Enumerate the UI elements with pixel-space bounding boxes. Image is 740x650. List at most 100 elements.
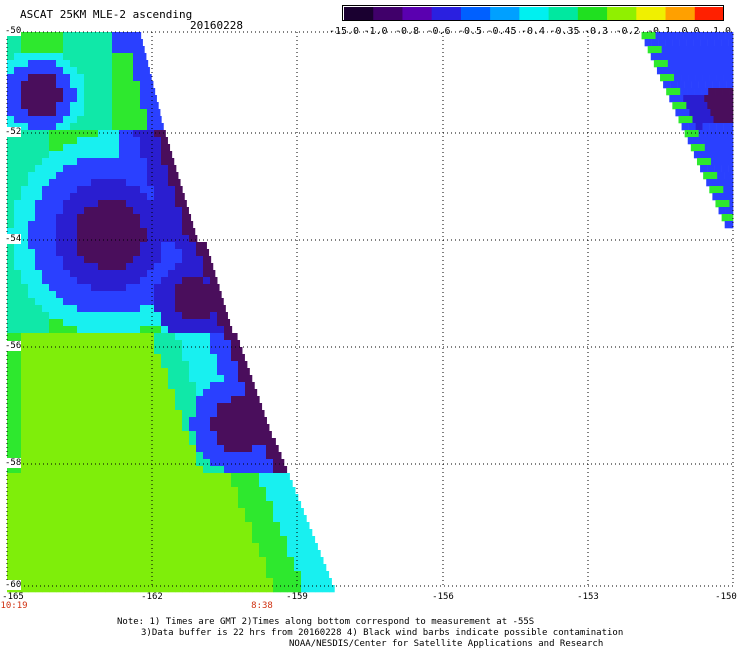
swath-cell [77, 151, 85, 159]
swath-cell [91, 396, 99, 404]
swath-cell [28, 466, 36, 474]
swath-cell [147, 382, 155, 390]
swath-cell [294, 550, 302, 558]
swath-cell [126, 501, 134, 509]
swath-cell [126, 242, 134, 250]
swath-cell [182, 585, 190, 593]
swath-cell [724, 46, 732, 54]
swath-cell [49, 137, 57, 145]
swath-cell [203, 382, 211, 390]
swath-cell [42, 382, 50, 390]
swath-cell [112, 312, 120, 320]
swath-cell [98, 431, 106, 439]
swath-cell [98, 151, 106, 159]
swath-cell [182, 424, 190, 432]
swath-cell [203, 452, 211, 460]
swath-cell [105, 39, 113, 47]
swath-cell [203, 557, 211, 565]
swath-cell [189, 557, 197, 565]
swath-cell [35, 361, 43, 369]
swath-cell [716, 186, 724, 194]
swath-cell [14, 382, 22, 390]
swath-cell [252, 536, 260, 544]
swath-cell [35, 207, 43, 215]
swath-cell [7, 165, 15, 173]
swath-cell [703, 172, 711, 180]
swath-cell [56, 466, 64, 474]
swath-cell [203, 466, 211, 474]
swath-cell [182, 557, 190, 565]
swath-cell [42, 326, 50, 334]
swath-cell [21, 67, 29, 75]
swath-cell [182, 389, 190, 397]
swath-cell [49, 354, 57, 362]
swath-cell [112, 319, 120, 327]
swath-cell [266, 564, 274, 572]
swath-cell [35, 564, 43, 572]
swath-cell [56, 564, 64, 572]
swath-cell [175, 501, 183, 509]
swath-cell [105, 354, 113, 362]
swath-cell [196, 347, 204, 355]
swath-cell [7, 172, 15, 180]
swath-cell [70, 452, 78, 460]
swath-cell [35, 214, 43, 222]
swath-cell [77, 256, 85, 264]
swath-cell [154, 88, 156, 96]
swath-cell [77, 585, 85, 593]
swath-cell [217, 550, 225, 558]
swath-cell [7, 410, 15, 418]
swath-cell [175, 585, 183, 593]
swath-cell [217, 389, 225, 397]
swath-cell [14, 501, 22, 509]
swath-cell [231, 571, 239, 579]
swath-cell [154, 522, 162, 530]
swath-cell [21, 242, 29, 250]
swath-cell [77, 207, 85, 215]
swath-cell [708, 88, 716, 96]
swath-cell [63, 200, 71, 208]
swath-cell [161, 277, 169, 285]
swath-cell [56, 305, 64, 313]
swath-cell [77, 396, 85, 404]
swath-cell [161, 550, 169, 558]
swath-cell [732, 32, 734, 40]
swath-cell [154, 193, 162, 201]
swath-cell [126, 263, 134, 271]
swath-cell [42, 53, 50, 61]
swath-cell [42, 571, 50, 579]
swath-cell [112, 424, 120, 432]
swath-cell [84, 46, 92, 54]
swath-cell [84, 277, 92, 285]
swath-cell [119, 494, 127, 502]
swath-cell [154, 333, 162, 341]
swath-cell [175, 536, 183, 544]
swath-cell [154, 270, 162, 278]
swath-cell [84, 165, 92, 173]
swath-cell [133, 186, 141, 194]
swath-cell [84, 312, 92, 320]
swath-cell [63, 529, 71, 537]
swath-cell [119, 550, 127, 558]
swath-cell [133, 46, 141, 54]
swath-cell [203, 263, 211, 271]
swath-cell [704, 144, 713, 152]
swath-cell [224, 543, 232, 551]
swath-cell [112, 326, 120, 334]
swath-cell [14, 277, 22, 285]
swath-cell [238, 508, 246, 516]
swath-cell [84, 53, 92, 61]
swath-cell [161, 410, 169, 418]
swath-cell [224, 396, 232, 404]
swath-cell [189, 585, 197, 593]
swath-cell [147, 235, 155, 243]
swath-cell [35, 186, 43, 194]
swath-cell [147, 501, 155, 509]
swath-cell [21, 361, 29, 369]
swath-cell [42, 95, 50, 103]
swath-cell [259, 466, 267, 474]
swath-cell [147, 424, 155, 432]
swath-cell [133, 32, 141, 40]
swath-cell [42, 529, 50, 537]
swath-cell [161, 403, 169, 411]
